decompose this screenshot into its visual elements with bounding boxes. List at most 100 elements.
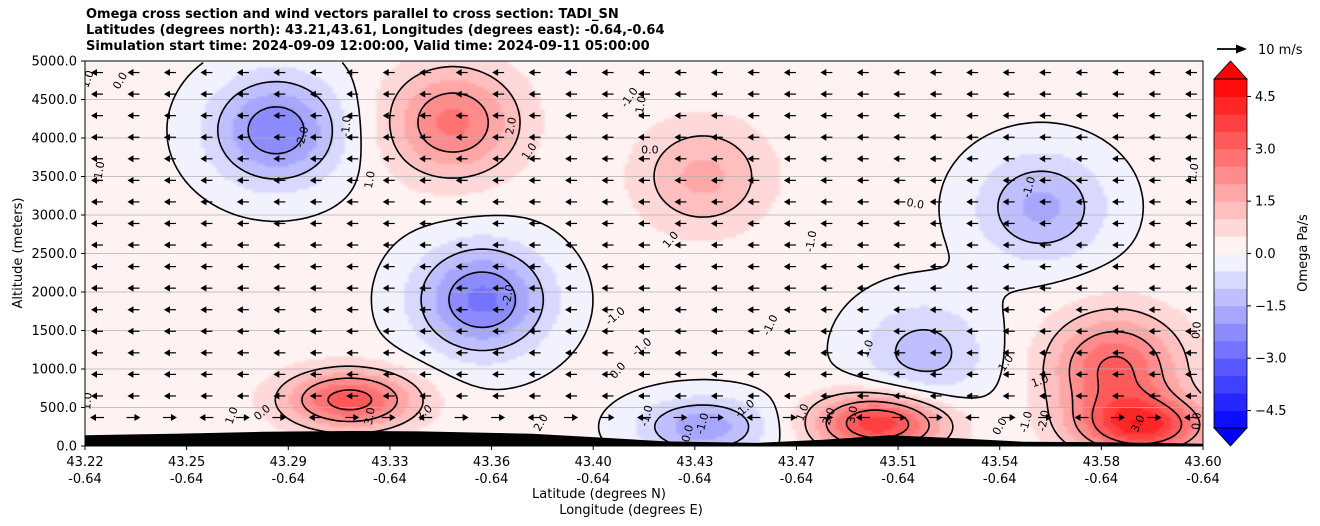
wind-vector <box>820 90 833 98</box>
contour-label: 1.0 <box>223 405 241 426</box>
wind-vector <box>1112 69 1125 77</box>
x-axis-title-line-1: Latitude (degrees N) <box>532 487 666 502</box>
wind-vector <box>1002 155 1015 163</box>
wind-vector <box>200 90 213 98</box>
wind-vector <box>91 219 103 227</box>
wind-vector <box>346 349 359 357</box>
wind-vector <box>1148 263 1161 271</box>
wind-vector <box>419 370 432 378</box>
wind-vector <box>273 219 286 227</box>
wind-vector <box>1002 349 1015 357</box>
wind-vector <box>1039 133 1052 141</box>
wind-vector <box>419 112 432 120</box>
wind-vector <box>674 349 687 357</box>
colorbar-tick-label: −3.0 <box>1255 352 1287 367</box>
wind-vector <box>91 69 103 77</box>
wind-vector <box>783 263 796 271</box>
wind-vector <box>1039 370 1052 378</box>
chart-title: Omega cross section and wind vectors par… <box>86 7 665 55</box>
wind-vector <box>747 392 760 400</box>
wind-vector <box>638 219 650 227</box>
wind-vector <box>492 306 505 314</box>
wind-vector <box>200 392 213 400</box>
colorbar-band <box>1214 148 1247 167</box>
wind-vector <box>966 198 979 206</box>
wind-vector <box>455 112 468 120</box>
wind-vector <box>674 370 687 378</box>
wind-vector <box>1075 284 1088 292</box>
colorbar-band <box>1214 393 1247 412</box>
wind-vector <box>1075 263 1088 271</box>
contour-label: 0.0 <box>1189 321 1203 340</box>
wind-vector <box>1185 198 1197 206</box>
colorbar-band <box>1214 305 1247 324</box>
wind-vector <box>273 370 286 378</box>
x-tick-label-lon: -0.64 <box>678 472 712 487</box>
x-tick-label-lon: -0.64 <box>271 472 305 487</box>
contour-label: -1.0 <box>339 115 354 138</box>
wind-vector <box>747 284 760 292</box>
wind-vector <box>747 112 760 120</box>
wind-vector <box>783 155 796 163</box>
contour-label: 2.0 <box>503 116 519 135</box>
wind-vector <box>1148 349 1161 357</box>
wind-vector <box>783 112 796 120</box>
wind-vector <box>638 370 650 378</box>
wind-vector <box>710 349 723 357</box>
wind-vector <box>91 198 103 206</box>
wind-vector <box>966 112 979 120</box>
wind-vector <box>966 176 979 184</box>
wind-vector <box>1002 284 1015 292</box>
wind-vector <box>91 155 103 163</box>
wind-vector <box>1148 155 1161 163</box>
colorbar-band <box>1214 270 1247 289</box>
wind-vector <box>565 349 578 357</box>
x-tick-label-lat: 43.33 <box>371 455 408 470</box>
wind-vector <box>455 392 468 400</box>
wind-vector <box>382 327 395 335</box>
contour-label: 0.0 <box>679 423 696 443</box>
wind-vector <box>200 155 213 163</box>
wind-vector <box>163 263 176 271</box>
wind-vector <box>929 69 942 77</box>
wind-vector <box>163 284 176 292</box>
colorbar-band <box>1214 288 1247 307</box>
colorbar-band <box>1214 236 1247 254</box>
y-tick-label: 3500.0 <box>32 170 78 185</box>
wind-vector <box>1075 392 1088 400</box>
wind-vector <box>1002 69 1015 77</box>
wind-vector <box>893 155 906 163</box>
wind-vector <box>309 155 322 163</box>
colorbar-tick-label: −4.5 <box>1255 404 1287 419</box>
wind-vector <box>565 284 578 292</box>
x-tick-label-lon: -0.64 <box>373 472 407 487</box>
wind-vector <box>419 306 432 314</box>
wind-vector <box>710 133 723 141</box>
wind-vector <box>1112 327 1125 335</box>
wind-vector <box>674 306 687 314</box>
wind-vector <box>856 176 869 184</box>
wind-vector <box>966 155 979 163</box>
wind-vector <box>1075 176 1088 184</box>
wind-vector <box>309 349 322 357</box>
wind-vector <box>163 219 176 227</box>
wind-vector <box>1002 392 1015 400</box>
wind-vector <box>674 263 687 271</box>
wind-vector <box>1148 112 1161 120</box>
wind-vector <box>1112 176 1125 184</box>
wind-vector <box>127 112 140 120</box>
wind-vector <box>455 263 468 271</box>
wind-vector <box>346 176 359 184</box>
wind-vector <box>492 327 505 335</box>
wind-vector <box>492 349 505 357</box>
y-tick-label: 2000.0 <box>32 286 78 301</box>
contour-label: 1.0 <box>80 392 94 411</box>
wind-vector <box>91 263 103 271</box>
wind-vector <box>346 112 359 120</box>
wind-vector <box>382 133 395 141</box>
wind-vector <box>236 241 249 249</box>
wind-vector <box>710 155 723 163</box>
wind-vector <box>1185 241 1197 249</box>
wind-vector <box>419 219 432 227</box>
